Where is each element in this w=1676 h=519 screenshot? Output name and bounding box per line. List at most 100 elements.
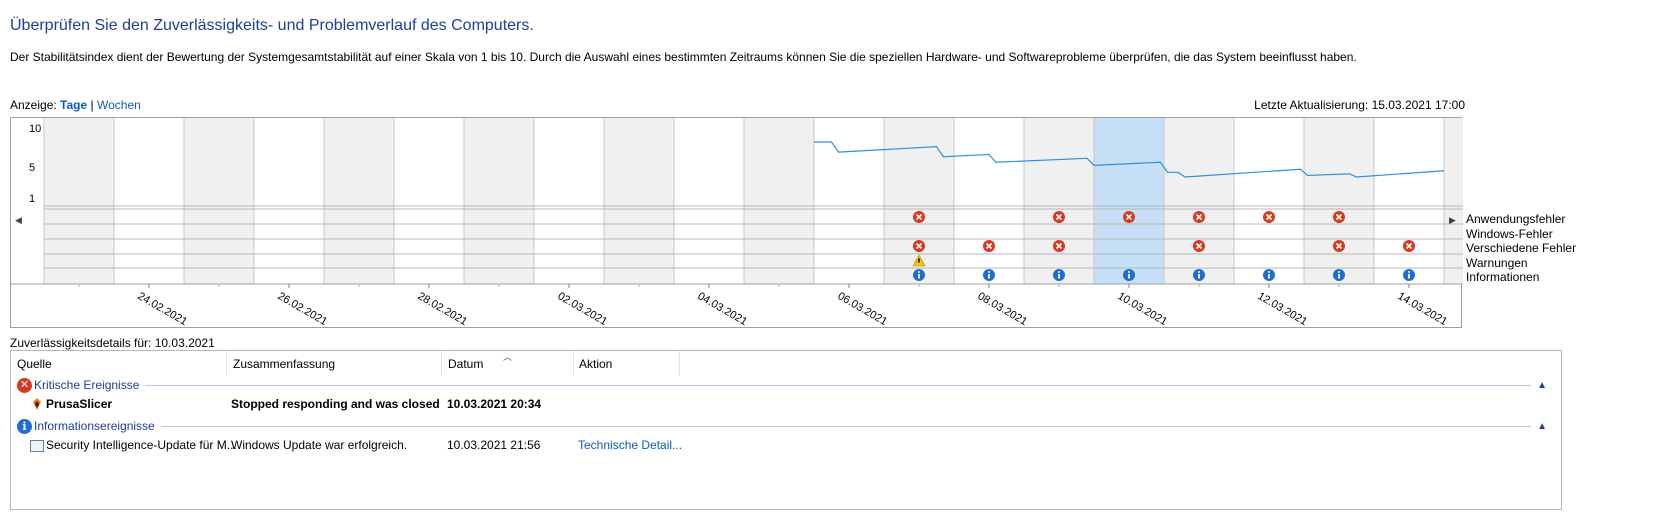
info-glyph <box>1338 274 1340 279</box>
day-column[interactable] <box>534 118 604 284</box>
view-days-link[interactable]: Tage <box>60 98 88 112</box>
row-summary: Windows Update war erfolgreich. <box>231 438 408 452</box>
collapse-icon[interactable]: ▲ <box>1537 420 1547 432</box>
y-tick-label: 5 <box>29 162 35 174</box>
critical-icon: ✕ <box>17 377 32 393</box>
day-column[interactable] <box>1304 118 1374 284</box>
day-column[interactable] <box>254 118 324 284</box>
column-header-summary[interactable]: Zusammenfassung <box>233 357 336 371</box>
update-document-icon <box>30 440 44 452</box>
day-column[interactable] <box>604 118 674 284</box>
day-column[interactable] <box>954 118 1024 284</box>
info-dot <box>1128 271 1130 273</box>
info-glyph <box>1058 274 1060 279</box>
error-cross <box>915 213 923 221</box>
row-source: Security Intelligence-Update für M... <box>46 438 237 452</box>
info-dot <box>988 271 990 273</box>
column-divider[interactable] <box>679 351 680 375</box>
info-dot <box>1408 271 1410 273</box>
details-table: ︿ Quelle Zusammenfassung Datum Aktion ✕ … <box>10 350 1562 510</box>
info-glyph <box>918 274 920 279</box>
legend-application-errors: Anwendungsfehler <box>1466 212 1566 226</box>
chart-legend: Anwendungsfehler Windows-Fehler Verschie… <box>1466 212 1576 285</box>
x-tick-label: 12.03.2021 <box>1256 290 1310 328</box>
info-dot <box>1338 271 1340 273</box>
column-divider[interactable] <box>226 351 227 375</box>
column-divider[interactable] <box>441 351 442 375</box>
x-tick-label: 02.03.2021 <box>556 290 610 328</box>
day-column[interactable] <box>114 118 184 284</box>
warning-glyph <box>918 258 920 263</box>
group-title: Informationsereignisse <box>34 419 155 433</box>
x-tick-label: 26.02.2021 <box>276 290 330 328</box>
view-weeks-link[interactable]: Wochen <box>96 98 141 112</box>
row-date: 10.03.2021 21:56 <box>447 438 541 452</box>
x-tick-label: 24.02.2021 <box>136 290 190 328</box>
legend-windows-errors: Windows-Fehler <box>1466 226 1553 241</box>
x-tick-label: 10.03.2021 <box>1116 290 1170 328</box>
info-dot <box>918 271 920 273</box>
day-column[interactable] <box>464 118 534 284</box>
day-column[interactable] <box>1024 118 1094 284</box>
y-tick-label: 10 <box>29 123 41 135</box>
column-header-action[interactable]: Aktion <box>579 357 613 371</box>
info-glyph <box>1408 274 1410 279</box>
error-cross <box>1055 242 1063 250</box>
column-header-source[interactable]: Quelle <box>17 357 52 371</box>
legend-information: Informationen <box>1466 270 1540 284</box>
error-cross <box>1195 213 1203 221</box>
info-glyph <box>1128 274 1130 279</box>
day-column[interactable] <box>1094 118 1164 284</box>
sort-caret-icon[interactable]: ︿ <box>503 352 513 362</box>
chart-svg: 10 5 1 24.02.2021 26.02.2021 28.02.2021 02.03.… <box>11 118 1463 328</box>
stability-line <box>814 141 1445 178</box>
info-dot <box>1198 271 1200 273</box>
error-cross <box>1055 213 1063 221</box>
last-update: Letzte Aktualisierung: 15.03.2021 17:00 <box>1254 98 1465 112</box>
group-title: Kritische Ereignisse <box>34 378 140 392</box>
error-cross <box>1335 242 1343 250</box>
day-column[interactable] <box>44 118 114 284</box>
info-icon: i <box>17 418 32 434</box>
day-column[interactable] <box>1374 118 1444 284</box>
reliability-chart[interactable]: 10 5 1 24.02.2021 26.02.2021 28.02.2021 02.03.… <box>10 117 1463 328</box>
view-separator: | <box>90 98 94 112</box>
x-tick-label: 14.03.2021 <box>1396 290 1450 328</box>
day-column[interactable] <box>324 118 394 284</box>
details-label: Zuverlässigkeitsdetails für: 10.03.2021 <box>10 336 215 350</box>
view-label: Anzeige: <box>10 98 57 112</box>
x-tick-label: 28.02.2021 <box>416 290 470 328</box>
row-date: 10.03.2021 20:34 <box>447 397 542 411</box>
scroll-right-icon[interactable]: ▶ <box>1449 215 1456 225</box>
info-dot <box>1268 271 1270 273</box>
x-tick-label: 04.03.2021 <box>696 290 750 328</box>
group-information-events[interactable]: i Informationsereignisse ▲ <box>17 417 1547 435</box>
day-column[interactable] <box>184 118 254 284</box>
row-source: PrusaSlicer <box>46 397 113 411</box>
day-column[interactable] <box>744 118 814 284</box>
day-column[interactable] <box>1444 118 1463 284</box>
page-title: Überprüfen Sie den Zuverlässigkeits- und… <box>10 17 534 34</box>
info-glyph <box>1198 274 1200 279</box>
x-tick-label: 08.03.2021 <box>976 290 1030 328</box>
legend-misc-errors: Verschiedene Fehler <box>1466 241 1577 255</box>
technical-details-link[interactable]: Technische Detail... <box>578 438 683 452</box>
day-column[interactable] <box>1164 118 1234 284</box>
day-column[interactable] <box>394 118 464 284</box>
scroll-left-icon[interactable]: ◀ <box>15 215 22 225</box>
prusaslicer-icon <box>33 398 41 410</box>
info-glyph <box>988 274 990 279</box>
info-dot <box>1058 271 1060 273</box>
column-header-date[interactable]: Datum <box>448 357 484 371</box>
collapse-icon[interactable]: ▲ <box>1537 379 1547 391</box>
day-column[interactable] <box>674 118 744 284</box>
group-critical-events[interactable]: ✕ Kritische Ereignisse ▲ <box>17 376 1547 394</box>
info-glyph <box>1268 274 1270 279</box>
row-summary: Stopped responding and was closed <box>231 397 440 411</box>
day-column[interactable] <box>1234 118 1304 284</box>
y-tick-label: 1 <box>29 193 35 205</box>
column-divider[interactable] <box>573 351 574 375</box>
day-column[interactable] <box>814 118 884 284</box>
legend-warnings: Warnungen <box>1466 255 1528 270</box>
view-selector: Anzeige: Tage | Wochen <box>10 98 141 112</box>
